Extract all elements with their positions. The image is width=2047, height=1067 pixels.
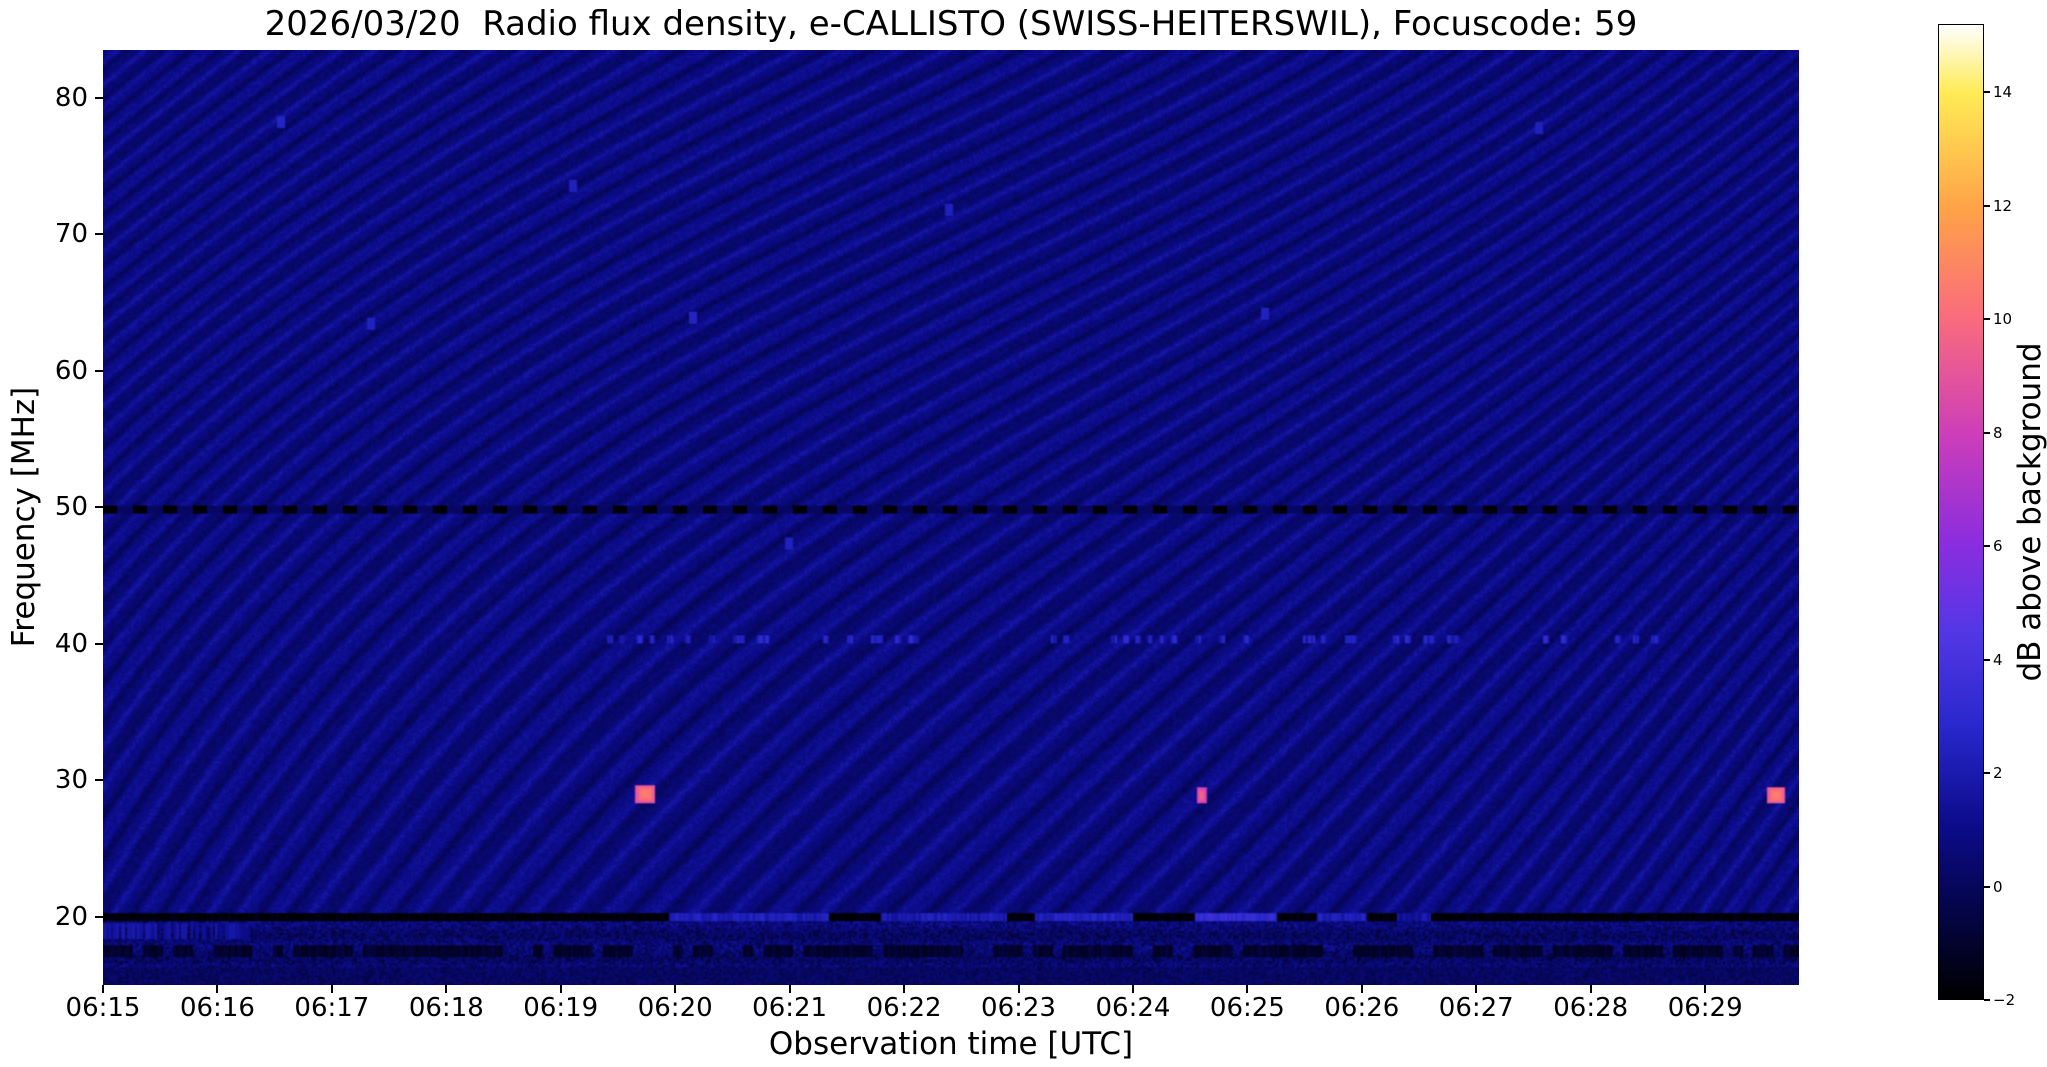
x-tick-label: 06:17 (294, 993, 370, 1023)
y-tick-mark (95, 642, 103, 645)
colorbar-tick-mark (1984, 91, 1990, 94)
colorbar-tick-label: −2 (1993, 991, 2016, 1009)
colorbar-tick-mark (1984, 204, 1990, 207)
x-axis-label: Observation time [UTC] (768, 1026, 1134, 1062)
x-tick-label: 06:26 (1324, 993, 1400, 1023)
colorbar-tick-mark (1984, 431, 1990, 434)
spectrogram-image (103, 50, 1799, 985)
colorbar-tick-label: 6 (1993, 537, 2003, 556)
colorbar-tick-mark (1984, 999, 1990, 1001)
x-tick-label: 06:20 (637, 993, 713, 1023)
x-tick-label: 06:19 (523, 993, 599, 1023)
x-tick-mark (1704, 985, 1707, 993)
y-tick-label: 50 (54, 492, 88, 523)
y-tick-label: 40 (54, 628, 88, 659)
y-tick-mark (95, 96, 103, 99)
x-tick-label: 06:16 (179, 993, 255, 1023)
colorbar-tick-label: 12 (1993, 196, 2013, 215)
colorbar-tick-mark (1984, 318, 1990, 321)
x-tick-mark (559, 985, 562, 993)
x-tick-mark (674, 985, 677, 993)
colorbar-tick-mark (1984, 885, 1990, 888)
x-tick-label: 06:23 (981, 993, 1056, 1023)
colorbar-tick-mark (1984, 772, 1990, 775)
x-tick-label: 06:15 (65, 993, 141, 1023)
x-tick-mark (445, 985, 448, 993)
y-tick-label: 20 (54, 901, 88, 932)
x-tick-label: 06:25 (1209, 993, 1285, 1023)
colorbar-tick-mark (1984, 545, 1990, 548)
x-tick-label: 06:28 (1553, 993, 1629, 1023)
x-tick-mark (1017, 985, 1020, 993)
y-tick-mark (95, 506, 103, 509)
colorbar-tick-mark (1984, 658, 1990, 661)
y-tick-mark (95, 369, 103, 372)
x-tick-mark (788, 985, 791, 993)
colorbar-tick-label: 14 (1993, 83, 2013, 102)
colorbar-tick-label: 2 (1993, 764, 2003, 783)
x-tick-mark (1589, 985, 1592, 993)
y-tick-mark (95, 233, 103, 236)
colorbar (1938, 24, 1984, 1000)
x-tick-mark (330, 985, 333, 993)
x-tick-mark (1246, 985, 1249, 993)
x-tick-mark (1360, 985, 1363, 993)
x-tick-mark (1475, 985, 1478, 993)
x-tick-mark (102, 985, 104, 993)
y-tick-label: 70 (54, 219, 88, 250)
colorbar-tick-label: 8 (1993, 423, 2003, 442)
x-tick-label: 06:22 (866, 993, 942, 1023)
x-tick-mark (903, 985, 906, 993)
x-tick-label: 06:27 (1438, 993, 1514, 1023)
x-tick-label: 06:24 (1095, 993, 1171, 1023)
colorbar-tick-label: 0 (1993, 877, 2003, 896)
chart-title: 2026/03/20 Radio flux density, e-CALLIST… (264, 4, 1638, 44)
x-tick-label: 06:21 (752, 993, 828, 1023)
y-tick-mark (95, 915, 103, 918)
colorbar-tick-label: 10 (1993, 310, 2013, 329)
y-tick-label: 30 (54, 765, 88, 796)
x-tick-label: 06:29 (1667, 993, 1743, 1023)
colorbar-tick-label: 4 (1993, 650, 2003, 669)
y-tick-label: 60 (54, 355, 88, 386)
x-tick-mark (216, 985, 219, 993)
x-tick-label: 06:18 (408, 993, 484, 1023)
y-tick-label: 80 (54, 82, 88, 113)
x-tick-mark (1131, 985, 1134, 993)
colorbar-label: dB above background (2012, 342, 2047, 682)
y-tick-mark (95, 779, 103, 782)
